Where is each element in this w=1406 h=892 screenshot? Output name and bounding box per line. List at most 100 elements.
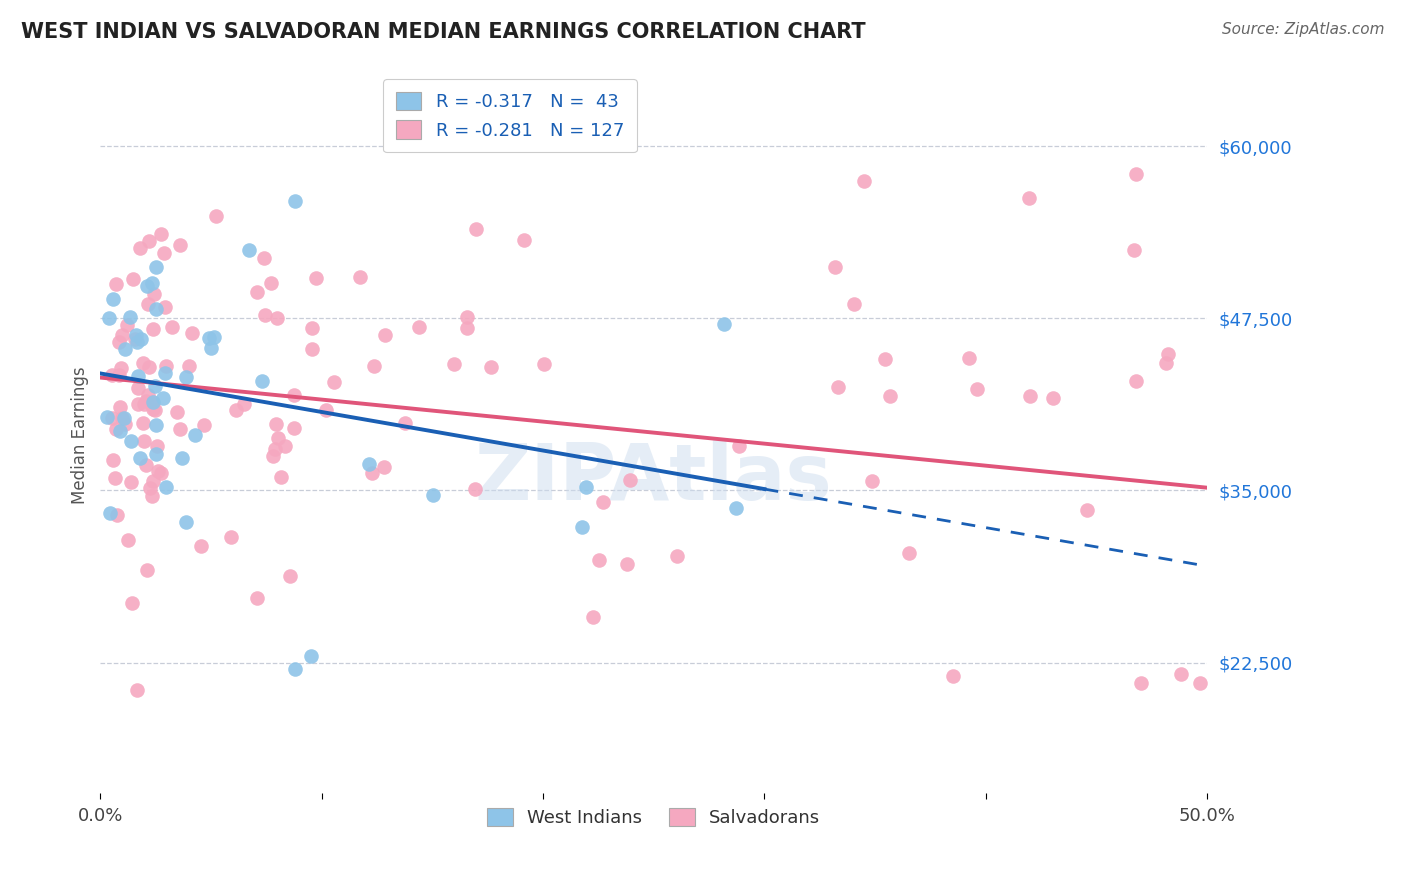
Point <box>184 427 207 442</box>
Point <box>278 569 301 583</box>
Point <box>125 328 148 343</box>
Point <box>162 320 184 334</box>
Point <box>96 409 118 424</box>
Point <box>111 327 134 342</box>
Point <box>193 417 215 432</box>
Point <box>713 317 735 331</box>
Point <box>127 381 149 395</box>
Point <box>149 466 172 480</box>
Point <box>142 402 165 417</box>
Point <box>135 563 157 577</box>
Point <box>270 470 292 484</box>
Point <box>145 301 167 316</box>
Point <box>465 221 488 235</box>
Point <box>110 361 132 376</box>
Point <box>114 411 136 425</box>
Point <box>132 416 155 430</box>
Point <box>422 488 444 502</box>
Point <box>283 421 305 435</box>
Point <box>198 331 221 345</box>
Point <box>299 648 322 663</box>
Point <box>349 269 371 284</box>
Point <box>205 210 228 224</box>
Point <box>1189 676 1212 690</box>
Point <box>824 260 846 275</box>
Point <box>181 326 204 340</box>
Point <box>957 351 980 365</box>
Point <box>114 342 136 356</box>
Point <box>146 464 169 478</box>
Point <box>253 252 276 266</box>
Point <box>1018 191 1040 205</box>
Point <box>246 591 269 605</box>
Point <box>135 458 157 472</box>
Y-axis label: Median Earnings: Median Earnings <box>72 367 89 504</box>
Point <box>141 277 163 291</box>
Point <box>127 369 149 384</box>
Point <box>145 260 167 275</box>
Point <box>260 277 283 291</box>
Point <box>860 474 883 488</box>
Point <box>200 342 222 356</box>
Point <box>174 515 197 529</box>
Point <box>264 442 287 456</box>
Point <box>456 321 478 335</box>
Point <box>139 482 162 496</box>
Point <box>443 357 465 371</box>
Point <box>121 597 143 611</box>
Point <box>143 403 166 417</box>
Point <box>456 310 478 324</box>
Point <box>262 450 284 464</box>
Point <box>1125 374 1147 388</box>
Point <box>149 227 172 242</box>
Point <box>141 489 163 503</box>
Point <box>666 549 689 564</box>
Point <box>115 318 138 333</box>
Text: WEST INDIAN VS SALVADORAN MEDIAN EARNINGS CORRELATION CHART: WEST INDIAN VS SALVADORAN MEDIAN EARNING… <box>21 22 866 42</box>
Point <box>105 422 128 436</box>
Point <box>266 431 288 445</box>
Point <box>136 388 159 402</box>
Point <box>582 610 605 624</box>
Point <box>132 434 155 449</box>
Point <box>233 396 256 410</box>
Point <box>155 359 177 374</box>
Point <box>111 410 134 425</box>
Point <box>301 342 323 356</box>
Point <box>250 374 273 388</box>
Point <box>246 285 269 299</box>
Point <box>1076 503 1098 517</box>
Point <box>879 389 901 403</box>
Point <box>141 395 163 409</box>
Point <box>225 403 247 417</box>
Point <box>357 457 380 471</box>
Point <box>238 244 260 258</box>
Point <box>108 424 131 438</box>
Point <box>145 418 167 433</box>
Point <box>942 669 965 683</box>
Point <box>120 475 142 489</box>
Point <box>98 506 121 520</box>
Point <box>513 233 536 247</box>
Point <box>363 359 385 373</box>
Point <box>146 439 169 453</box>
Legend: West Indians, Salvadorans: West Indians, Salvadorans <box>481 801 827 834</box>
Point <box>136 297 159 311</box>
Point <box>464 483 486 497</box>
Point <box>266 417 288 431</box>
Point <box>129 241 152 255</box>
Point <box>152 245 174 260</box>
Point <box>219 529 242 543</box>
Point <box>125 334 148 349</box>
Point <box>172 451 194 466</box>
Point <box>1156 346 1178 360</box>
Point <box>253 308 276 322</box>
Point <box>174 370 197 384</box>
Point <box>727 439 749 453</box>
Point <box>108 334 131 349</box>
Point <box>142 322 165 336</box>
Point <box>108 368 131 382</box>
Point <box>101 292 124 306</box>
Point <box>143 379 166 393</box>
Point <box>898 545 921 559</box>
